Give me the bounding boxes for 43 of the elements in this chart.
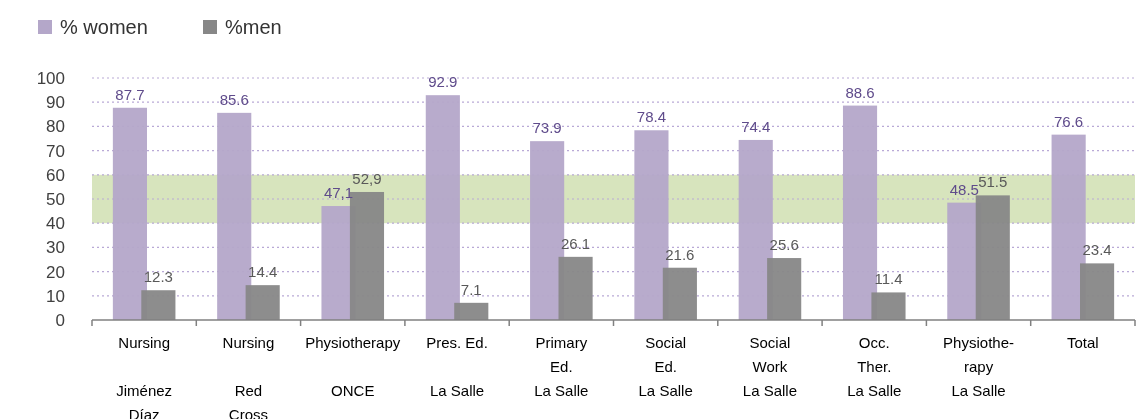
data-label: 12.3 [143, 268, 173, 286]
data-label: 23.4 [1082, 241, 1112, 259]
data-label: 47,1 [323, 184, 354, 202]
data-label: 51.5 [978, 173, 1008, 191]
category-label: Pres. Ed. La Salle [426, 334, 488, 399]
data-label: 25.6 [769, 236, 799, 254]
data-label: 52,9 [352, 169, 382, 187]
x-tick-label: Social Work La Salle [742, 334, 798, 399]
y-tick-label: 40 [46, 214, 65, 234]
y-tick-label: 100 [36, 69, 65, 88]
data-label: 48.5 [949, 180, 979, 198]
x-tick-label: Occ. Ther. La Salle [847, 334, 902, 399]
x-tick-label: Total [1067, 334, 1099, 351]
y-tick-label: 70 [46, 141, 65, 161]
data-label: 7.1 [460, 280, 482, 298]
y-tick-label: 20 [46, 262, 65, 282]
data-label: 14.4 [248, 263, 278, 281]
data-label: 21.6 [665, 245, 695, 263]
y-tick-label: 0 [55, 311, 65, 330]
y-tick-label: 10 [46, 286, 65, 306]
data-label: 74.4 [741, 117, 771, 135]
category-label: Physiotherapy ONCE [305, 334, 401, 399]
data-label: 88.6 [845, 83, 875, 101]
legend-label: %men [225, 16, 282, 38]
y-tick-label: 50 [46, 190, 65, 209]
x-tick-label: Physiothe- rapy La Salle [943, 334, 1014, 399]
y-tick-label: 90 [46, 93, 65, 113]
data-label: 92.9 [428, 73, 458, 91]
bar [425, 95, 460, 320]
legend-label: % women [60, 16, 148, 38]
data-label: 78.4 [636, 108, 667, 126]
data-label: 26.1 [560, 234, 591, 252]
bar [112, 107, 147, 320]
y-tick-label: 80 [46, 117, 65, 137]
data-label: 11.4 [874, 270, 903, 288]
x-tick-label: Primary Ed. La Salle [534, 334, 589, 399]
x-tick-label: Social Ed. La Salle [638, 334, 693, 399]
data-label: 76.6 [1054, 112, 1084, 130]
y-tick-label: 60 [46, 165, 65, 185]
data-label: 87.7 [115, 85, 145, 103]
data-label: 85.6 [219, 90, 249, 108]
data-label: 73.9 [532, 119, 562, 137]
y-tick-label: 30 [46, 238, 65, 258]
